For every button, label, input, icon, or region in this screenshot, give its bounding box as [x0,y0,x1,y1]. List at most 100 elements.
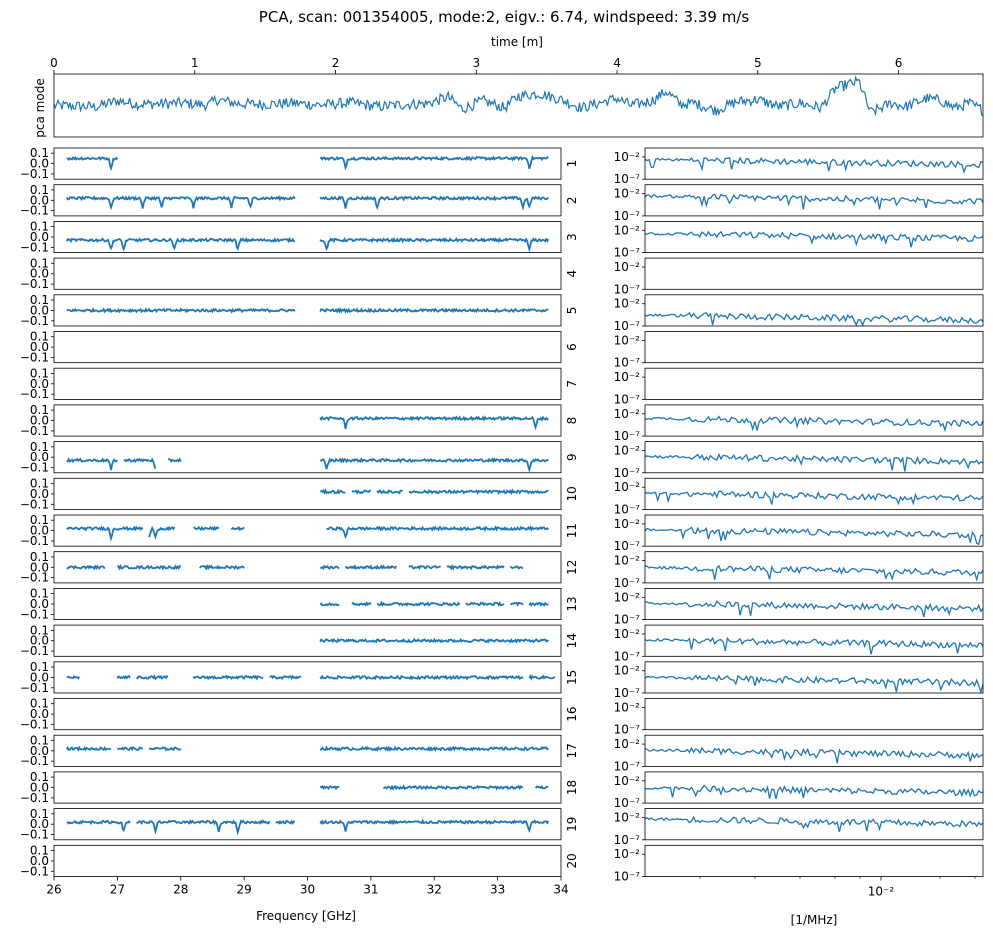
frequency-tick-label: 34 [553,883,568,897]
mode-13-segment [465,601,505,608]
mode-10-segment [319,488,346,495]
mode-19-segment [275,819,295,826]
mode-ytick-label: 0.1 [30,477,49,491]
mode-panel-9: 0.10.0−0.1 9 [20,440,579,475]
mode-number-label: 8 [565,417,579,425]
mode-panel-frame [53,698,562,731]
mode-17-segment [148,746,182,752]
spectrum-8-line [644,415,984,433]
mode-number-label: 10 [565,486,579,501]
mode-14-segment [319,637,550,644]
mode-19-segment [319,818,550,833]
mode-panel-14: 0.10.0−0.1 14 [20,623,579,658]
mode-19-segment [136,819,271,836]
mode-panel-19: 0.10.0−0.1 19 [20,807,579,842]
spectrum-panel-1: 10⁻² 10⁻⁷ [614,147,984,186]
spectrum-ytick-label: 10⁻² [614,517,641,531]
mode-panel-15: 0.10.0−0.1 15 [20,660,579,695]
plot-area: 0 1 2 3 4 5 60.10.0−0.11 10⁻²10⁻⁷0.10.0−0.12 10⁻… [20,56,984,899]
spectrum-5-line [644,311,984,327]
mode-2-segment [65,195,296,211]
spectrum-axis-label: [1/MHz] [791,913,838,927]
mode-11-segment [325,525,550,540]
mode-ytick-label: −0.1 [20,681,49,695]
mode-panel-3: 0.10.0−0.1 3 [20,220,579,255]
mode-15-segment [116,674,131,680]
mode-ytick-label: 0.0 [30,193,49,207]
spectrum-ytick-label: 10⁻⁷ [614,796,641,810]
mode-ytick-label: 0.0 [30,817,49,831]
spectrum-14-line [644,636,984,655]
mode-5-segment [66,307,296,314]
frequency-tick-label: 29 [236,883,251,897]
time-tick-label: 4 [613,56,621,70]
mode-number-label: 7 [565,380,579,388]
mode-ytick-label: 0.0 [30,560,49,574]
spectrum-panel-frame [644,257,984,290]
spectrum-ytick-label: 10⁻⁷ [614,576,641,590]
spectrum-ytick-label: 10⁻⁷ [614,503,641,517]
mode-ytick-label: 0.0 [30,634,49,648]
mode-ytick-label: 0.0 [30,854,49,868]
spectrum-panel-19: 10⁻² 10⁻⁷ [614,808,984,847]
mode-ytick-label: −0.1 [20,240,49,254]
time-tick-label: 0 [50,56,58,70]
spectrum-12-line [644,564,984,582]
spectrum-panel-16: 10⁻² 10⁻⁷ [614,698,984,737]
spectrum-panel-15: 10⁻² 10⁻⁷ [614,661,984,700]
mode-8-segment [319,415,549,431]
mode-12-segment [509,564,524,570]
mode-15-segment [319,674,524,681]
mode-2-segment [319,195,549,212]
mode-panel-frame [53,734,562,767]
mode-13-segment [376,600,461,607]
mode-number-label: 20 [565,853,579,868]
mode-9-segment [66,457,119,471]
spectrum-ytick-label: 10⁻² [614,737,641,751]
mode-panel-5: 0.10.0−0.1 5 [20,293,579,328]
spectrum-ytick-label: 10⁻⁷ [614,870,641,884]
mode-ytick-label: 0.0 [30,707,49,721]
spectrum-panel-12: 10⁻² 10⁻⁷ [614,551,984,590]
mode-panel-16: 0.10.0−0.1 16 [20,697,579,732]
mode-11-segment [66,525,144,542]
mode-ytick-label: 0.0 [30,450,49,464]
mode-ytick-label: 0.1 [30,770,49,784]
mode-panel-frame [53,477,562,510]
mode-ytick-label: −0.1 [20,497,49,511]
spectrum-panel-frame [644,367,984,400]
mode-number-label: 18 [565,780,579,795]
spectrum-ytick-label: 10⁻⁷ [614,613,641,627]
mode-number-label: 14 [565,633,579,648]
mode-11-segment [230,525,245,532]
mode-3-segment [65,236,295,252]
spectrum-panel-frame [644,551,984,584]
spectrum-panel-frame [644,698,984,731]
mode-ytick-label: 0.0 [30,230,49,244]
frequency-tick-label: 26 [46,883,61,897]
mode-15-segment [269,674,302,681]
mode-12-segment [66,564,106,571]
mode-panel-frame [53,844,562,877]
spectrum-panel-10: 10⁻² 10⁻⁷ [614,477,984,517]
mode-number-label: 6 [565,343,579,351]
mode-ytick-label: −0.1 [20,461,49,475]
mode-ytick-label: 0.0 [30,781,49,795]
spectrum-panel-frame [644,404,984,437]
spectrum-ytick-label: 10⁻² [614,444,641,458]
spectrum-panel-6: 10⁻² 10⁻⁷ [614,331,984,370]
mode-10-segment [376,489,404,495]
mode-15-segment [136,674,169,681]
mode-ytick-label: 0.0 [30,303,49,317]
mode-number-label: 15 [565,670,579,685]
mode-ytick-label: 0.0 [30,670,49,684]
mode-panel-12: 0.10.0−0.1 12 [20,550,579,585]
mode-panel-11: 0.10.0−0.1 11 [20,513,579,548]
mode-panel-frame [53,220,562,253]
mode-17-segment [319,745,549,753]
mode-number-label: 11 [565,523,579,538]
spectrum-panel-frame [644,514,984,547]
spectrum-2-line [644,193,984,210]
spectrum-ytick-label: 10⁻⁷ [614,392,641,406]
